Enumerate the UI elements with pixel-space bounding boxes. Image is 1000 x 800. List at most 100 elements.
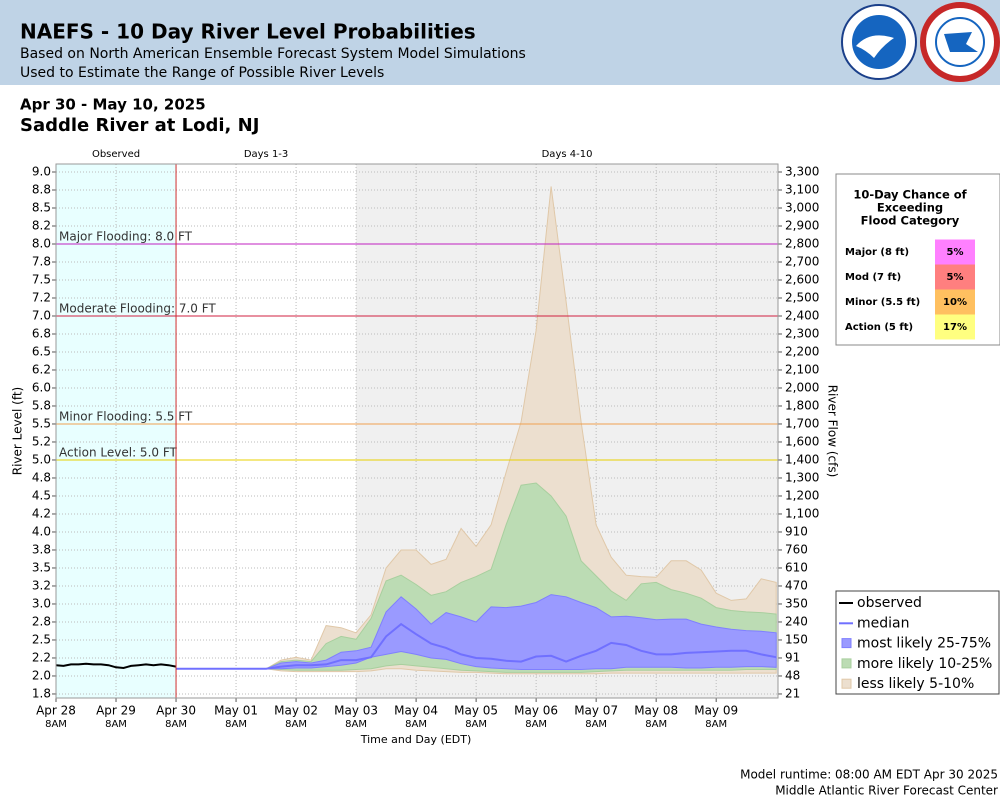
legend-label: more likely 10-25% (857, 656, 992, 672)
x-tick-label: May 02 (274, 704, 318, 718)
y2-tick-label: 1,200 (785, 488, 819, 502)
y2-tick-label: 2,000 (785, 380, 819, 394)
band-area (176, 594, 777, 670)
table-row-label: Action (5 ft) (845, 322, 913, 333)
y-tick-label: 3.8 (32, 542, 51, 556)
y2-tick-label: 2,800 (785, 236, 819, 250)
y-tick-label: 5.2 (32, 434, 51, 448)
y2-tick-label: 1,800 (785, 398, 819, 412)
y2-tick-label: 470 (785, 578, 808, 592)
chart-title: NAEFS - 10 Day River Level Probabilities (20, 20, 476, 44)
y-tick-label: 3.5 (32, 560, 51, 574)
footer: Model runtime: 08:00 AM EDT Apr 30 2025 (740, 768, 998, 782)
y-tick-label: 4.0 (32, 524, 51, 538)
y-tick-label: 8.0 (32, 236, 51, 250)
table-cell (935, 289, 975, 315)
y-tick-label: 4.2 (32, 506, 51, 520)
x-axis-title: Time and Day (EDT) (360, 733, 472, 746)
subtitle: Used to Estimate the Range of Possible R… (20, 65, 384, 81)
threshold-label: Major Flooding: 8.0 FT (59, 229, 193, 243)
x-tick-label: May 06 (514, 704, 558, 718)
y2-tick-label: 2,900 (785, 218, 819, 232)
y2-tick-label: 2,200 (785, 344, 819, 358)
table-title: Exceeding (877, 201, 943, 215)
nws-logo (920, 2, 1000, 82)
y-tick-label: 1.8 (32, 686, 51, 700)
footer: Middle Atlantic River Forecast Center (775, 784, 998, 798)
y2-tick-label: 48 (785, 668, 800, 682)
y-tick-label: 8.8 (32, 182, 51, 196)
station: Saddle River at Lodi, NJ (20, 115, 259, 136)
y-tick-label: 2.2 (32, 650, 51, 664)
table-row-label: Major (8 ft) (845, 247, 909, 258)
y-tick-label: 8.5 (32, 200, 51, 214)
table-cell (935, 264, 975, 290)
y-tick-label: 8.2 (32, 218, 51, 232)
y2-tick-label: 610 (785, 560, 808, 574)
y2-tick-label: 1,400 (785, 452, 819, 466)
table-value: 5% (947, 272, 964, 283)
y2-tick-label: 3,300 (785, 164, 819, 178)
y-tick-label: 5.5 (32, 416, 51, 430)
y2-tick-label: 1,300 (785, 470, 819, 484)
y-tick-label: 4.5 (32, 488, 51, 502)
y-tick-label: 6.5 (32, 344, 51, 358)
y2-axis-title: River Flow (cfs) (826, 385, 840, 478)
legend-label: less likely 5-10% (857, 676, 974, 692)
y-tick-label: 4.8 (32, 470, 51, 484)
x-tick-time: 8AM (705, 719, 727, 730)
legend-label: observed (857, 595, 922, 611)
x-tick-time: 8AM (225, 719, 247, 730)
table-value: 17% (943, 322, 967, 333)
x-tick-time: 8AM (585, 719, 607, 730)
period-label: Days 1-3 (244, 149, 288, 160)
y-tick-label: 6.8 (32, 326, 51, 340)
y2-tick-label: 150 (785, 632, 808, 646)
period-label: Observed (92, 149, 140, 160)
y-tick-label: 2.0 (32, 668, 51, 682)
x-tick-label: May 01 (214, 704, 258, 718)
y2-tick-label: 2,500 (785, 290, 819, 304)
x-tick-time: 8AM (405, 719, 427, 730)
y2-tick-label: 2,400 (785, 308, 819, 322)
threshold-label: Moderate Flooding: 7.0 FT (59, 301, 216, 315)
threshold-label: Minor Flooding: 5.5 FT (59, 409, 193, 423)
y-tick-label: 6.2 (32, 362, 51, 376)
legend-swatch (841, 678, 852, 689)
y2-tick-label: 1,600 (785, 434, 819, 448)
table-cell (935, 239, 975, 265)
y2-tick-label: 3,000 (785, 200, 819, 214)
plot-frame (55, 163, 779, 699)
y-tick-label: 2.5 (32, 632, 51, 646)
y-tick-label: 3.0 (32, 596, 51, 610)
table-title: Flood Category (861, 214, 960, 228)
x-tick-time: 8AM (465, 719, 487, 730)
y2-tick-label: 21 (785, 686, 800, 700)
y2-tick-label: 91 (785, 650, 800, 664)
table-row-label: Mod (7 ft) (845, 272, 901, 283)
y2-tick-label: 240 (785, 614, 808, 628)
period-label: Days 4-10 (542, 149, 593, 160)
legend-swatch (841, 658, 852, 669)
table-cell (935, 314, 975, 340)
x-tick-label: Apr 30 (156, 704, 196, 718)
y2-tick-label: 2,700 (785, 254, 819, 268)
legend-swatch (841, 638, 852, 649)
x-tick-time: 8AM (105, 719, 127, 730)
x-tick-label: May 07 (574, 704, 618, 718)
table-row-label: Minor (5.5 ft) (845, 297, 920, 308)
x-tick-time: 8AM (525, 719, 547, 730)
legend-box (835, 590, 1000, 695)
x-tick-time: 8AM (645, 719, 667, 730)
x-tick-label: May 05 (454, 704, 498, 718)
y2-tick-label: 760 (785, 542, 808, 556)
series-line (55, 662, 177, 670)
y-tick-label: 9.0 (32, 164, 51, 178)
date-range: Apr 30 - May 10, 2025 (20, 96, 206, 114)
x-tick-time: 8AM (165, 719, 187, 730)
subtitle: Based on North American Ensemble Forecas… (20, 46, 526, 62)
x-tick-label: May 03 (334, 704, 378, 718)
y2-tick-label: 3,100 (785, 182, 819, 196)
y-tick-label: 3.2 (32, 578, 51, 592)
